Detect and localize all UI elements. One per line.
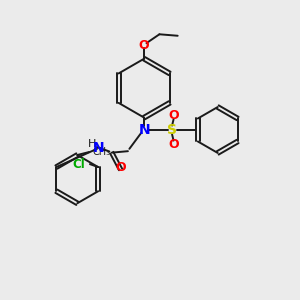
Text: S: S: [167, 123, 177, 137]
Text: O: O: [168, 109, 179, 122]
Text: O: O: [139, 39, 149, 52]
Text: H: H: [88, 139, 96, 149]
Text: N: N: [93, 141, 105, 155]
Text: N: N: [138, 123, 150, 137]
Text: O: O: [168, 138, 179, 151]
Text: O: O: [115, 161, 126, 175]
Text: Cl: Cl: [72, 158, 85, 171]
Text: CH₃: CH₃: [93, 147, 111, 157]
